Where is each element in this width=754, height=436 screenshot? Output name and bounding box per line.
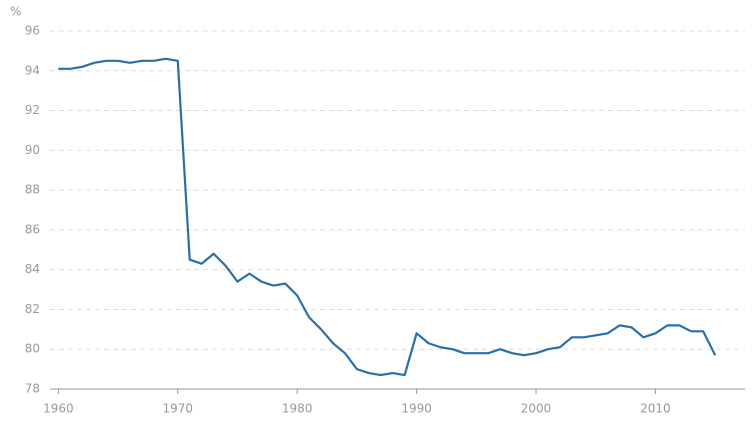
x-tick-label: 1960 — [43, 402, 74, 416]
y-tick-label: 86 — [25, 222, 40, 236]
y-axis-label: % — [10, 5, 21, 19]
x-tick-label: 1970 — [163, 402, 194, 416]
y-tick-label: 82 — [25, 302, 40, 316]
x-tick-label: 2000 — [521, 402, 552, 416]
y-tick-label: 78 — [25, 382, 40, 396]
y-tick-label: 88 — [25, 183, 40, 197]
data-line — [58, 57, 717, 377]
y-tick-label: 80 — [25, 342, 40, 356]
y-tick-label: 90 — [25, 143, 40, 157]
x-tick-label: 2010 — [640, 402, 671, 416]
y-tick-label: 84 — [25, 262, 40, 276]
y-tick-label: 92 — [25, 103, 40, 117]
x-tick-label: 1980 — [282, 402, 313, 416]
y-tick-label: 96 — [25, 24, 40, 38]
y-tick-label: 94 — [25, 63, 40, 77]
x-tick-label: 1990 — [401, 402, 432, 416]
